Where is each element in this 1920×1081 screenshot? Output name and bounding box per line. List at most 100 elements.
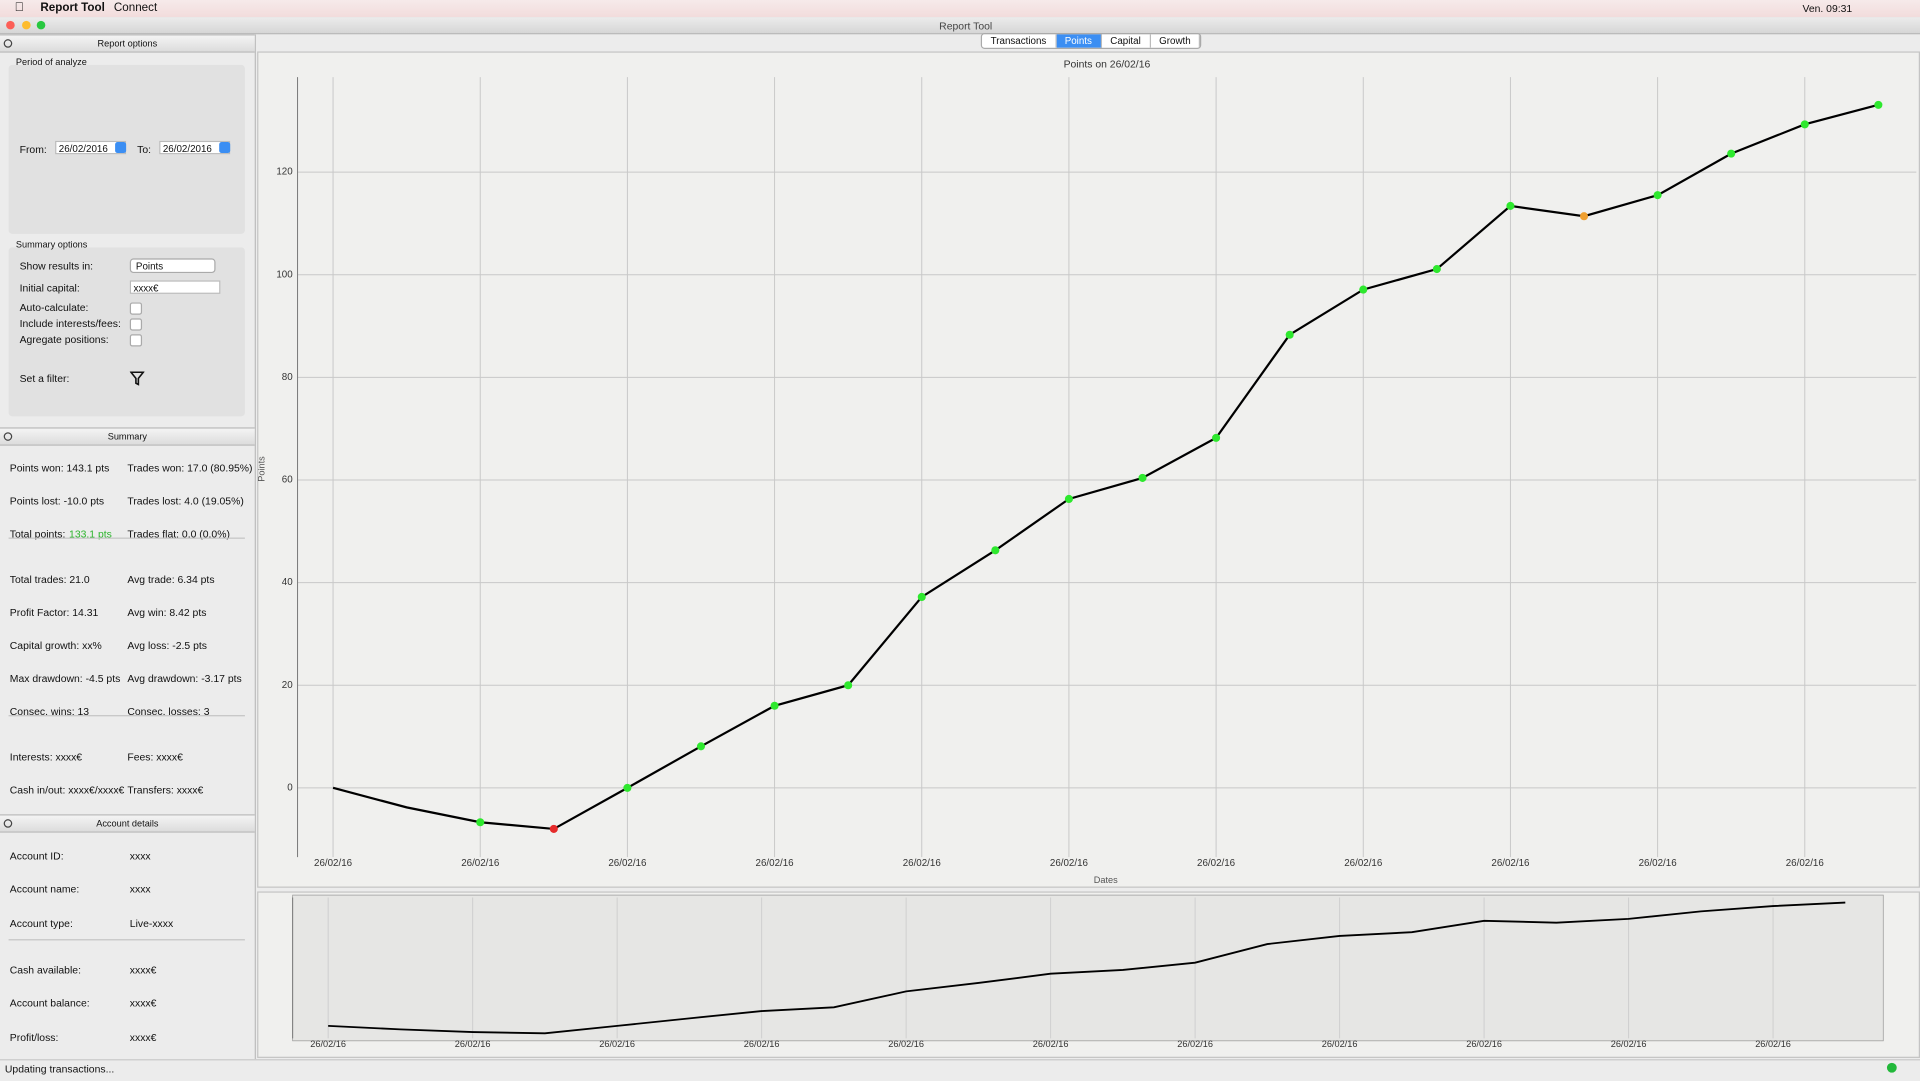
minimize-button[interactable] xyxy=(22,20,31,30)
x-tick-label: 26/02/16 xyxy=(1755,1039,1791,1049)
x-axis-label: Dates xyxy=(1094,875,1118,885)
y-tick-label: 80 xyxy=(282,372,293,383)
checkbox-label: Include interests/fees: xyxy=(19,317,121,330)
overview-line xyxy=(328,901,1846,1035)
y-axis-label: Points xyxy=(256,456,266,482)
summary-item: Max drawdown: -4.5 pts xyxy=(9,672,121,685)
tab[interactable]: Growth xyxy=(1150,34,1201,48)
data-point xyxy=(1800,120,1809,129)
apple-menu[interactable]:  xyxy=(15,1,24,14)
data-point xyxy=(1432,265,1441,274)
account-value: xxxx€ xyxy=(129,996,157,1010)
y-tick-label: 100 xyxy=(276,269,293,280)
y-tick-label: 120 xyxy=(276,167,293,178)
x-tick-label: 26/02/16 xyxy=(1050,858,1089,869)
account-value: xxxx€ xyxy=(129,1030,157,1043)
data-point xyxy=(1653,191,1662,200)
account-value: Live-xxxx xyxy=(129,916,174,929)
data-line xyxy=(332,103,1879,831)
summary-item: Capital growth: xx% xyxy=(9,639,102,652)
zoom-button[interactable] xyxy=(36,20,46,30)
data-point xyxy=(1874,100,1883,109)
data-point xyxy=(770,701,779,710)
summary-options-panel xyxy=(8,247,245,417)
account-label: Cash available: xyxy=(9,963,81,976)
account-header[interactable]: Account details xyxy=(0,814,255,833)
tab[interactable]: Points xyxy=(1056,34,1102,48)
y-tick-label: 0 xyxy=(287,782,293,793)
filter-icon[interactable] xyxy=(129,371,145,386)
data-point xyxy=(917,592,926,602)
data-point xyxy=(844,681,853,690)
data-point xyxy=(1359,285,1368,294)
status-bar xyxy=(0,1059,1920,1081)
x-tick-label: 26/02/16 xyxy=(1466,1039,1502,1049)
from-label: From: xyxy=(19,143,47,156)
account-label: Account ID: xyxy=(9,849,64,863)
checkbox[interactable] xyxy=(129,334,143,347)
summary-item: Consec. wins: 13 xyxy=(9,705,90,718)
x-tick-label: 26/02/16 xyxy=(1491,858,1530,869)
account-label: Account type: xyxy=(9,916,73,929)
summary-item: Transfers: xxxx€ xyxy=(127,783,204,796)
summary-item: Cash in/out: xxxx€/xxxx€ xyxy=(9,783,125,796)
account-label: Profit/loss: xyxy=(9,1030,59,1043)
x-tick-label: 26/02/16 xyxy=(461,858,500,869)
data-point xyxy=(1285,330,1294,339)
initial-capital-input[interactable]: xxxx€ xyxy=(129,280,221,294)
summary-header[interactable]: Summary xyxy=(0,427,255,446)
header-text: Account details xyxy=(96,817,159,829)
account-value: xxxx€ xyxy=(129,963,157,976)
tab[interactable]: Capital xyxy=(1101,34,1151,48)
x-tick-label: 26/02/16 xyxy=(314,858,353,869)
separator xyxy=(8,537,245,539)
tab[interactable]: Transactions xyxy=(982,34,1057,48)
checkbox[interactable] xyxy=(129,318,143,331)
status-indicator xyxy=(1886,1062,1897,1073)
data-point xyxy=(623,783,632,792)
account-label: Account balance: xyxy=(9,996,90,1010)
header-text: Report options xyxy=(97,37,158,49)
checkbox-label: Auto-calculate: xyxy=(19,301,89,314)
summary-item: Total trades: 21.0 xyxy=(9,573,90,586)
data-point xyxy=(549,824,558,833)
to-dropdown[interactable] xyxy=(219,142,231,154)
x-tick-label: 26/02/16 xyxy=(1786,858,1825,869)
initial-capital-label: Initial capital: xyxy=(19,281,80,294)
show-results-select[interactable]: Points xyxy=(129,258,216,274)
account-value: xxxx xyxy=(129,849,151,863)
separator xyxy=(8,715,245,717)
window-title: Report Tool xyxy=(939,19,993,32)
from-dropdown[interactable] xyxy=(115,142,127,154)
x-tick-label: 26/02/16 xyxy=(1344,858,1383,869)
connect-menu[interactable]: Connect xyxy=(113,1,158,15)
data-point xyxy=(1727,149,1736,158)
summary-item: Avg loss: -2.5 pts xyxy=(127,639,207,652)
account-label: Account name: xyxy=(9,883,80,896)
period-title: Period of analyze xyxy=(15,56,87,68)
close-button[interactable] xyxy=(6,20,15,30)
report-options-header[interactable]: Report options xyxy=(0,34,255,53)
title-bar xyxy=(0,17,1920,35)
separator xyxy=(8,939,245,941)
data-point xyxy=(991,546,1000,555)
checkbox[interactable] xyxy=(129,302,143,315)
x-tick-label: 26/02/16 xyxy=(1177,1039,1213,1049)
to-date[interactable]: 26/02/2016 xyxy=(159,140,231,155)
from-date[interactable]: 26/02/2016 xyxy=(55,140,127,155)
to-label: To: xyxy=(137,143,152,156)
summary-item: Points lost: -10.0 pts xyxy=(9,494,105,507)
x-tick-label: 26/02/16 xyxy=(608,858,647,869)
chart-panel xyxy=(257,51,1920,888)
summary-options-title: Summary options xyxy=(15,238,88,250)
chart-title: Points on 26/02/16 xyxy=(1064,60,1151,71)
data-point xyxy=(1064,494,1073,503)
status-text: Updating transactions... xyxy=(4,1062,115,1076)
x-tick-label: 26/02/16 xyxy=(455,1039,491,1049)
app-menu[interactable]: Report Tool xyxy=(40,1,105,15)
data-point xyxy=(1579,212,1589,221)
x-tick-label: 26/02/16 xyxy=(599,1039,635,1049)
